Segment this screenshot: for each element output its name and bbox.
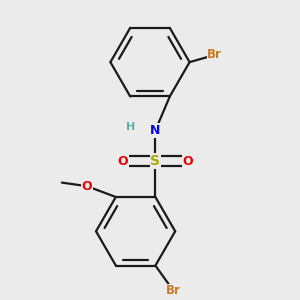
Text: H: H [126, 122, 135, 132]
Text: N: N [150, 124, 161, 137]
Text: S: S [150, 154, 161, 168]
Text: Br: Br [207, 49, 222, 62]
Text: O: O [118, 154, 128, 167]
Text: Br: Br [166, 284, 181, 297]
Text: O: O [182, 154, 193, 167]
Text: O: O [82, 180, 92, 193]
